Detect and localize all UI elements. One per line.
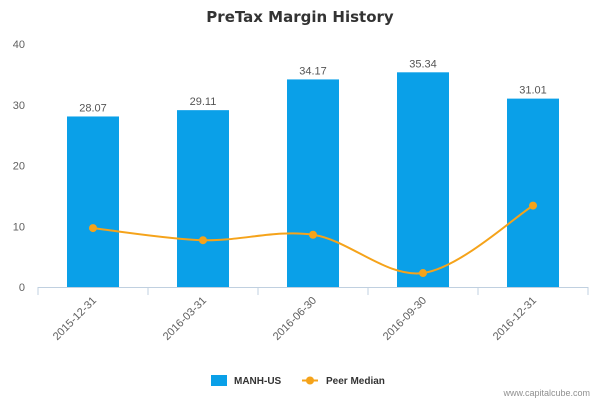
bar-data-label: 28.07 xyxy=(79,102,107,114)
bar[interactable] xyxy=(507,98,559,287)
bar[interactable] xyxy=(397,72,449,287)
bar-data-label: 31.01 xyxy=(519,85,547,97)
chart-title: PreTax Margin History xyxy=(206,8,394,26)
peer-median-point[interactable] xyxy=(89,224,97,233)
x-tick-label: 2016-12-31 xyxy=(491,295,539,343)
legend-item-manh-us[interactable]: MANH-US xyxy=(211,375,282,387)
x-tick-label: 2016-06-30 xyxy=(271,295,319,343)
y-tick-label: 0 xyxy=(19,282,25,294)
credit-text: www.capitalcube.com xyxy=(502,388,590,398)
peer-median-point[interactable] xyxy=(529,201,537,210)
peer-median-point[interactable] xyxy=(419,269,427,278)
y-tick-label: 10 xyxy=(13,221,25,233)
legend-label-peer-median: Peer Median xyxy=(326,376,385,387)
legend-swatch-peer-median-marker xyxy=(306,376,314,385)
y-tick-label: 40 xyxy=(13,39,25,51)
bar-data-label: 29.11 xyxy=(190,96,217,108)
bar-series-manh-us xyxy=(67,72,559,287)
y-tick-label: 30 xyxy=(13,100,25,112)
y-axis-ticks: 0 10 20 30 40 xyxy=(13,39,25,294)
bar-data-label: 35.34 xyxy=(409,58,437,70)
x-tick-label: 2016-03-31 xyxy=(161,295,209,343)
legend-swatch-manh-us xyxy=(211,375,227,386)
peer-median-point[interactable] xyxy=(199,236,207,245)
legend-label-manh-us: MANH-US xyxy=(234,376,282,387)
x-axis-tick-labels: 2015-12-31 2016-03-31 2016-06-30 2016-09-30… xyxy=(51,295,539,343)
y-tick-label: 20 xyxy=(13,161,25,173)
bar[interactable] xyxy=(67,116,119,287)
x-tick-label: 2016-09-30 xyxy=(381,295,429,343)
peer-median-point[interactable] xyxy=(309,230,317,239)
bar-data-labels: 28.07 29.11 34.17 35.34 31.01 xyxy=(79,58,547,114)
bar-data-label: 34.17 xyxy=(299,65,327,77)
x-axis-tick-marks xyxy=(37,287,589,295)
x-tick-label: 2015-12-31 xyxy=(51,295,99,343)
line-series-peer-median xyxy=(89,201,537,278)
legend: MANH-US Peer Median xyxy=(211,375,385,387)
bar[interactable] xyxy=(287,79,339,287)
legend-item-peer-median[interactable]: Peer Median xyxy=(302,376,385,387)
bar[interactable] xyxy=(177,110,229,287)
